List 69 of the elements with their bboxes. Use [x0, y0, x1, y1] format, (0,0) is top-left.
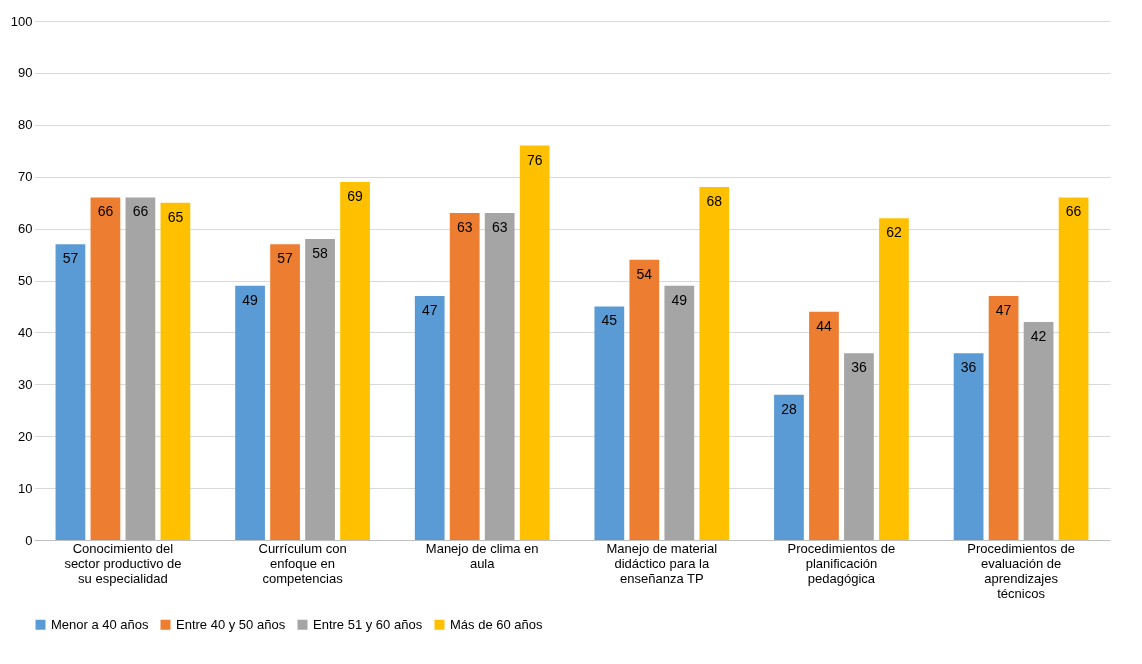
x-tick-label: Procedimientos de evaluación de aprendizajes técnicos [967, 540, 1075, 601]
x-tick-label: Manejo de clima en aula [425, 540, 539, 571]
bar [809, 311, 839, 540]
data-label: 63 [491, 219, 508, 236]
bar [270, 244, 300, 540]
x-tick-label: Currículum con enfoque en competencias [258, 540, 347, 586]
data-label: 58 [312, 244, 329, 261]
bar [1023, 322, 1054, 540]
y-tick-label: 50 [18, 273, 33, 288]
data-label: 47 [995, 302, 1012, 319]
x-tick-label: Procedimientos de planificación pedagógica [787, 540, 896, 586]
bar [55, 244, 86, 540]
data-label: 66 [1065, 203, 1082, 220]
bar [519, 145, 550, 540]
bar [235, 285, 265, 540]
y-tick-label: 100 [10, 13, 33, 29]
data-label: 54 [636, 265, 653, 282]
data-label: 57 [62, 250, 79, 267]
data-label: 63 [456, 219, 473, 236]
y-tick-label: 40 [18, 324, 33, 340]
y-tick-label: 0 [25, 532, 33, 548]
bar [629, 259, 660, 540]
data-label: 36 [960, 359, 977, 376]
bar [699, 187, 730, 540]
data-label: 66 [97, 203, 114, 220]
legend-label: Entre 51 y 60 años [313, 616, 423, 632]
x-tick-label: Manejo de material didáctico para la enseñanza TP [606, 540, 718, 586]
data-label: 68 [706, 193, 723, 210]
data-label: 62 [886, 224, 902, 241]
data-label: 49 [242, 291, 259, 308]
bar [484, 213, 515, 540]
y-tick-label: 70 [18, 169, 33, 185]
y-tick-label: 60 [18, 221, 33, 237]
bar [774, 394, 804, 540]
bar [90, 197, 121, 540]
data-label: 28 [781, 400, 797, 417]
bar [879, 218, 909, 540]
data-label: 66 [132, 203, 149, 220]
data-label: 47 [421, 302, 438, 319]
legend-label: Más de 60 años [450, 616, 543, 632]
y-tick-label: 80 [18, 117, 33, 133]
bar [305, 238, 335, 540]
data-label: 69 [347, 187, 364, 204]
data-label: 57 [277, 250, 294, 267]
data-label: 36 [851, 359, 867, 376]
y-tick-label: 90 [18, 65, 33, 81]
bar [844, 353, 874, 540]
bar [1058, 197, 1089, 540]
data-label: 44 [816, 317, 832, 334]
bar [125, 197, 156, 540]
data-label: 76 [526, 151, 543, 168]
y-tick-label: 10 [18, 480, 33, 496]
legend-label: Menor a 40 años [51, 616, 150, 632]
data-label: 42 [1030, 328, 1047, 345]
data-label: 65 [167, 208, 184, 225]
bar [594, 306, 625, 540]
bar [340, 181, 370, 540]
x-tick-label: Conocimiento del sector productivo de su especialidad [64, 540, 182, 586]
bar [953, 353, 984, 540]
y-tick-label: 30 [18, 376, 33, 392]
data-label: 45 [601, 312, 618, 329]
y-tick-label: 20 [18, 428, 33, 444]
bar [160, 202, 191, 540]
legend-label: Entre 40 y 50 años [176, 616, 286, 632]
bar [988, 296, 1019, 540]
data-label: 49 [671, 291, 688, 308]
bar [449, 213, 480, 540]
bar [664, 285, 695, 540]
bar [414, 296, 445, 540]
